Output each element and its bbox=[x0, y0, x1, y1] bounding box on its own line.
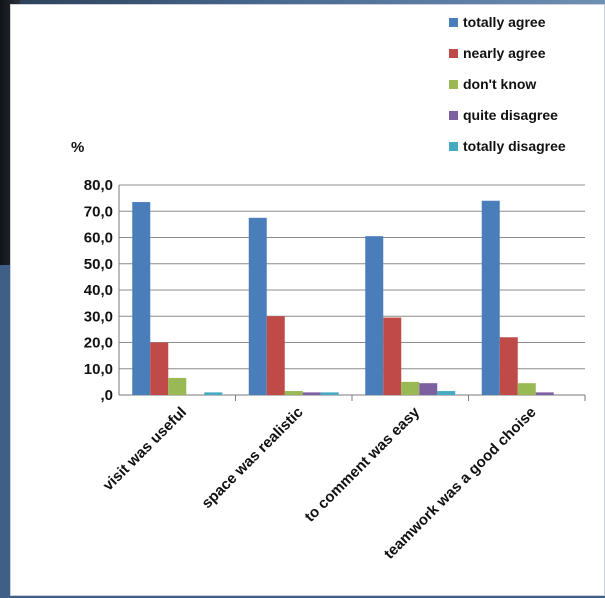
legend-swatch bbox=[449, 111, 458, 120]
bar-quite-disagree bbox=[536, 392, 554, 395]
x-category-label: space was realistic bbox=[198, 404, 306, 512]
bar-totally-disagree bbox=[204, 392, 222, 395]
bar-don-t-know bbox=[401, 382, 419, 395]
y-tick-label: 10,0 bbox=[84, 361, 113, 378]
bar-chart: % 80,0 70,0 60,0 50,0 40,0 30,0 20,0 10,0 ,0visi… bbox=[11, 5, 604, 595]
bar-nearly-agree bbox=[383, 318, 401, 395]
bar-nearly-agree bbox=[150, 343, 168, 396]
bar-totally-disagree bbox=[321, 392, 339, 395]
y-axis-unit-label: % bbox=[71, 139, 84, 156]
y-tick-label: 40,0 bbox=[84, 282, 113, 299]
bar-don-t-know bbox=[518, 383, 536, 395]
legend-swatch bbox=[449, 49, 458, 58]
bar-totally-agree bbox=[365, 236, 383, 395]
legend-label: don't know bbox=[463, 76, 536, 92]
legend-swatch bbox=[449, 142, 458, 151]
legend-swatch bbox=[449, 18, 458, 27]
y-tick-label: ,0 bbox=[100, 387, 113, 404]
bar-nearly-agree bbox=[267, 316, 285, 395]
legend: totally agree nearly agree don't know quite… bbox=[449, 14, 566, 154]
bars bbox=[132, 201, 554, 395]
legend-label: quite disagree bbox=[463, 107, 558, 123]
bar-quite-disagree bbox=[303, 392, 321, 395]
chart-panel: % 80,0 70,0 60,0 50,0 40,0 30,0 20,0 10,0 ,0 visi… bbox=[10, 4, 605, 596]
y-tick-label: 50,0 bbox=[84, 256, 113, 273]
legend-label: totally agree bbox=[463, 14, 546, 30]
bar-totally-disagree bbox=[437, 391, 455, 395]
y-tick-label: 60,0 bbox=[84, 230, 113, 247]
bar-totally-agree bbox=[132, 202, 150, 395]
bar-totally-agree bbox=[249, 218, 267, 395]
y-tick-label: 30,0 bbox=[84, 308, 113, 325]
bar-totally-agree bbox=[482, 201, 500, 395]
y-tick-label: 20,0 bbox=[84, 335, 113, 352]
y-tick-label: 70,0 bbox=[84, 203, 113, 220]
bar-nearly-agree bbox=[500, 337, 518, 395]
x-category-label: to comment was easy bbox=[301, 403, 423, 525]
bar-quite-disagree bbox=[419, 383, 437, 395]
legend-swatch bbox=[449, 80, 458, 89]
bar-don-t-know bbox=[168, 378, 186, 395]
y-tick-label: 80,0 bbox=[84, 177, 113, 194]
x-category-label: visit was useful bbox=[100, 404, 190, 494]
legend-label: nearly agree bbox=[463, 45, 546, 61]
bar-don-t-know bbox=[285, 391, 303, 395]
legend-label: totally disagree bbox=[463, 138, 566, 154]
